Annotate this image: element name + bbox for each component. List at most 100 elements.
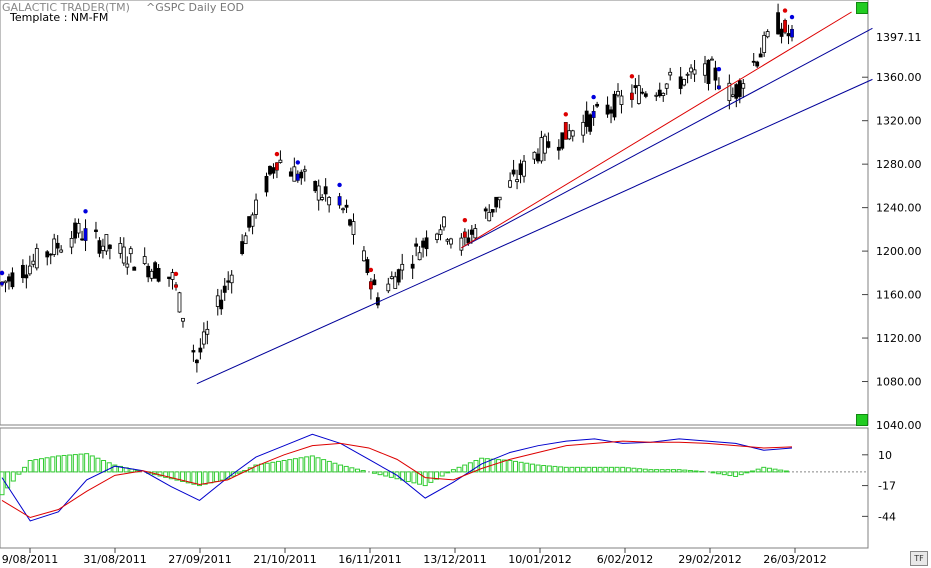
- candle-body: [609, 109, 613, 114]
- histogram-bar: [580, 466, 586, 473]
- candle-body: [657, 89, 662, 97]
- candle-body: [421, 240, 426, 248]
- candle-body: [588, 114, 593, 132]
- last-price-box: [870, 29, 930, 44]
- upper-scale-handle[interactable]: [856, 2, 868, 14]
- candle-body: [776, 12, 780, 35]
- sell-signal-dot-bar: [275, 162, 279, 171]
- candle-body: [149, 270, 154, 279]
- histogram-bar: [710, 471, 716, 474]
- main-panel-frame: [0, 0, 869, 426]
- histogram-bar: [22, 466, 28, 473]
- axis-layer: 1360.00 1320.00 1280.00 1240.00 1200.00 1160.…: [2, 29, 930, 566]
- candle-body: [132, 266, 137, 271]
- candle-body: [170, 272, 175, 280]
- histogram-bar: [507, 460, 513, 473]
- histogram-bar: [597, 466, 603, 473]
- histogram-bar: [118, 465, 123, 473]
- histogram-bar: [180, 471, 186, 482]
- candle-body: [508, 180, 513, 188]
- histogram-bar: [411, 471, 417, 484]
- candle-body: [396, 269, 401, 283]
- histogram-bar: [456, 466, 462, 473]
- histogram-bar: [575, 466, 581, 473]
- histogram-bar: [535, 464, 541, 473]
- buy-signal-dot-bar: [790, 29, 794, 37]
- candle-body: [34, 247, 39, 269]
- candle-body: [351, 221, 356, 235]
- candle-body: [268, 165, 272, 175]
- x-tick-label: 27/09/2011: [168, 553, 231, 566]
- candle-body: [765, 31, 770, 38]
- lower-scale-handle[interactable]: [856, 414, 868, 426]
- histogram-bar: [298, 457, 304, 473]
- histogram-bar: [39, 458, 44, 473]
- candle-body: [473, 228, 478, 239]
- histogram-bar: [439, 471, 445, 477]
- histogram-bar: [287, 459, 293, 473]
- candle-body: [570, 130, 575, 137]
- histogram-bar: [716, 471, 722, 475]
- histogram-bar: [693, 470, 699, 473]
- histogram-bar: [168, 471, 174, 480]
- candle-body: [522, 160, 526, 177]
- sell-signal-dot: [274, 151, 280, 157]
- candle-body: [556, 146, 561, 151]
- histogram-bar: [89, 455, 95, 473]
- histogram-bar: [518, 461, 524, 473]
- candle-body: [59, 249, 64, 253]
- candle-body: [299, 171, 304, 179]
- histogram-bar: [0, 471, 5, 496]
- histogram-bar: [55, 455, 61, 473]
- buy-signal-dot-bar: [296, 174, 300, 181]
- y-tick-label: 1160.00: [876, 289, 922, 302]
- histogram-bar: [552, 465, 558, 473]
- last-price-label: 1397.11: [876, 31, 922, 44]
- candles-layer: [0, 3, 795, 373]
- buy-signal-dot-bar: [592, 111, 596, 118]
- candle-body: [313, 180, 318, 192]
- candle-body: [762, 34, 767, 53]
- candle-body: [605, 104, 610, 115]
- histogram-bar: [772, 468, 778, 473]
- x-tick-label: 29/02/2012: [678, 553, 741, 566]
- histogram-bar: [16, 471, 22, 475]
- candle-body: [76, 223, 81, 234]
- sell-signal-dot: [563, 112, 568, 117]
- histogram-bar: [101, 460, 107, 473]
- timeframe-button[interactable]: TF: [910, 551, 928, 566]
- template-label: Template : NM-FM: [10, 11, 109, 24]
- candle-body: [581, 121, 586, 136]
- sell-signal-dot-bar: [463, 232, 467, 238]
- sell-signal-dot-bar: [174, 284, 178, 288]
- candle-body: [779, 28, 784, 37]
- candle-body: [222, 285, 227, 293]
- histogram-bar: [558, 466, 564, 473]
- histogram-bar: [546, 465, 552, 473]
- histogram-bar: [422, 471, 428, 487]
- histogram-bar: [586, 466, 592, 473]
- candle-body: [177, 292, 182, 313]
- candle-body: [595, 103, 600, 107]
- candle-body: [410, 263, 415, 269]
- candle-body: [751, 60, 756, 63]
- histogram-bar: [450, 469, 456, 473]
- candle-body: [737, 80, 742, 97]
- candle-body: [142, 256, 147, 264]
- candle-body: [515, 179, 519, 183]
- candle-body: [546, 141, 551, 148]
- candle-body: [341, 208, 345, 211]
- histogram-bar: [513, 460, 518, 473]
- sell-signal-dot: [629, 74, 635, 79]
- candle-body: [438, 229, 443, 235]
- sell-signal-dot: [368, 267, 374, 273]
- ind-y-tick-label: 10: [878, 449, 892, 462]
- candle-body: [156, 267, 161, 282]
- histogram-bar: [563, 466, 569, 473]
- histogram-bar: [78, 453, 84, 473]
- candle-body: [497, 196, 502, 201]
- histogram-bar: [259, 463, 265, 473]
- histogram-bar: [112, 464, 118, 473]
- histogram-bar: [377, 471, 383, 476]
- histogram-bar: [727, 471, 733, 477]
